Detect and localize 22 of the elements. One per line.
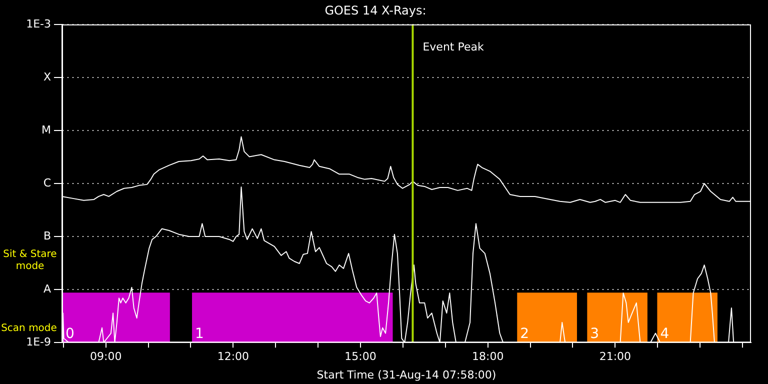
- y-tick-label: A: [43, 282, 52, 296]
- band-label: 4: [660, 326, 670, 342]
- x-tick-label: 09:00: [90, 350, 122, 364]
- y-tick-label: 1E-3: [26, 17, 51, 30]
- y-tick-label: M: [42, 123, 51, 136]
- x-tick-label: 21:00: [599, 350, 632, 364]
- y-tick-label: B: [43, 229, 51, 242]
- x-tick-label: 15:00: [344, 350, 376, 364]
- ref-line-label: Event Peak: [422, 40, 484, 54]
- y-tick-label: X: [43, 70, 52, 84]
- x-tick-label: 12:00: [217, 350, 250, 364]
- chart-title: GOES 14 X-Rays:: [324, 3, 426, 18]
- y-tick-label: 1E-9: [26, 335, 51, 348]
- x-tick-label: 18:00: [472, 350, 504, 364]
- band-label: 1: [195, 326, 204, 342]
- band-label: 2: [520, 326, 530, 342]
- band-label: 3: [590, 326, 600, 342]
- band-label: 0: [66, 326, 74, 342]
- x-axis-title: Start Time (31-Aug-14 07:58:00): [316, 368, 496, 382]
- text: Scan mode: [1, 323, 57, 334]
- text: Sit & Stare mode: [3, 249, 57, 272]
- y-tick-label: C: [43, 176, 52, 190]
